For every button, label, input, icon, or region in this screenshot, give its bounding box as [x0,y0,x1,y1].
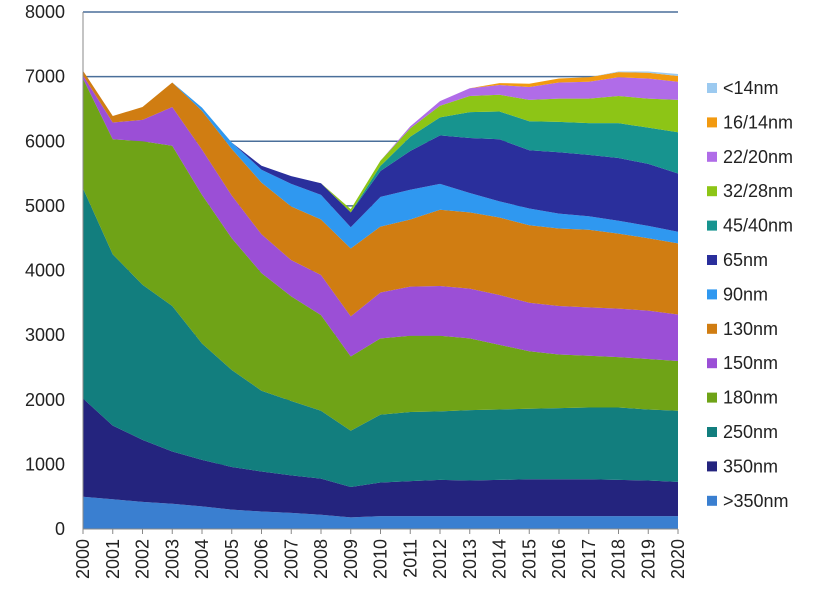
x-tick-label: 2007 [281,539,301,579]
legend-swatch-350nm [707,461,717,472]
area-series-90nm [83,70,678,249]
legend-swatch-90nm [707,289,717,300]
y-tick-label: 5000 [25,196,65,216]
legend-label-22-20nm: 22/20nm [723,147,793,167]
legend-label-350nm: >350nm [723,491,789,511]
y-tick-label: 1000 [25,454,65,474]
legend-swatch-32-28nm [707,186,717,197]
axes [82,12,679,534]
y-tick-label: 4000 [25,261,65,281]
y-tick-label: 2000 [25,390,65,410]
area-series-65nm [83,70,678,232]
x-tick-label: 2012 [430,539,450,579]
legend-swatch-180nm [707,392,717,403]
legend-swatch-350nm [707,495,717,506]
x-tick-label: 2004 [192,539,212,579]
legend-label-16-14nm: 16/14nm [723,112,793,132]
x-tick-label: 2000 [73,539,93,579]
area-series-350nm [83,398,678,518]
x-tick-label: 2001 [103,539,123,579]
x-tick-label: 2019 [638,539,658,579]
area-series-32-28nm [83,70,678,213]
x-tick-labels: 2000 2001 2002 2003 2004 2005 2006 2007 2008 2009… [73,539,688,579]
legend-label-90nm: 90nm [723,284,768,304]
area-series-22-20nm [83,70,678,210]
x-tick-label: 2020 [668,539,688,579]
x-tick-label: 2006 [252,539,272,579]
legend-label-350nm: 350nm [723,456,778,476]
legend-swatch-22-20nm [707,151,717,162]
x-tick-label: 2008 [311,539,331,579]
y-tick-labels: 0 1000 2000 3000 4000 5000 6000 7000 8000 [25,2,65,539]
legend-label-150nm: 150nm [723,353,778,373]
x-tick-label: 2002 [133,539,153,579]
legend-swatch-16-14nm [707,117,717,128]
x-tick-label: 2011 [400,539,420,578]
area-series-180nm [83,78,678,431]
y-tick-label: 8000 [25,2,65,22]
x-tick-label: 2015 [519,539,539,579]
y-tick-label: 7000 [25,67,65,87]
legend-swatch-130nm [707,323,717,334]
y-tick-label: 3000 [25,325,65,345]
x-tick-label: 2018 [609,539,629,579]
x-tick-label: 2005 [222,539,242,579]
legend-label-180nm: 180nm [723,388,778,408]
area-series-150nm [83,75,678,361]
legend: <14nm 16/14nm 22/20nm 32/28nm 45/40nm 65nm 90n… [707,78,793,511]
x-tick-label: 2014 [490,539,510,579]
legend-swatch-250nm [707,427,717,437]
stacked-areas [83,70,678,529]
legend-swatch-45-40nm [707,220,717,231]
legend-label-14nm: <14nm [723,78,779,98]
area-series-45-40nm [83,70,678,213]
x-tick-label: 2010 [371,539,391,579]
area-series-130nm [83,70,678,317]
x-tick-label: 2009 [341,539,361,579]
y-tick-label: 0 [55,519,65,539]
legend-label-250nm: 250nm [723,422,778,442]
legend-swatch-14nm [707,83,717,93]
legend-label-32-28nm: 32/28nm [723,181,793,201]
x-tick-label: 2013 [460,539,480,579]
legend-swatch-65nm [707,255,717,265]
x-tick-label: 2016 [549,539,569,579]
legend-label-65nm: 65nm [723,250,768,270]
x-tick-label: 2017 [579,539,599,579]
legend-label-130nm: 130nm [723,319,778,339]
area-series-250nm [83,188,678,487]
y-tick-label: 6000 [25,131,65,151]
x-tick-label: 2003 [162,539,182,579]
legend-swatch-150nm [707,358,717,369]
area-series-350nm [83,496,678,529]
legend-label-45-40nm: 45/40nm [723,216,793,236]
